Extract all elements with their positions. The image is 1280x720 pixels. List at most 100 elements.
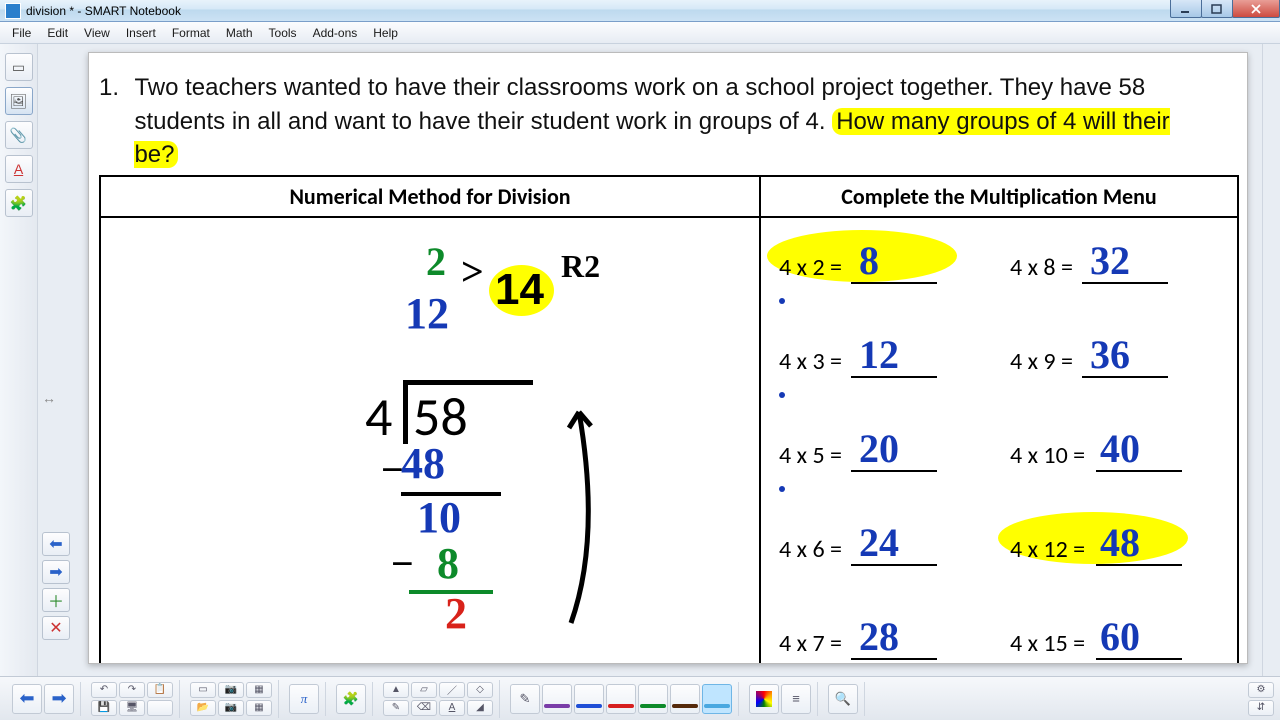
canvas-wrap: 1. Two teachers wanted to have their cla… (38, 44, 1280, 676)
pen-tool[interactable]: ✎ (383, 700, 409, 716)
select-tool[interactable]: ▲ (383, 682, 409, 698)
menu-help[interactable]: Help (365, 24, 406, 42)
subtract-48: 48 (401, 438, 445, 489)
mult-answer: 32 (1090, 237, 1130, 284)
line-tool[interactable]: ／ (439, 682, 465, 698)
paste-button[interactable]: 📋 (147, 682, 173, 698)
divisor: 4 (365, 384, 392, 450)
mult-label: 4 x 12 = (1010, 535, 1085, 564)
menu-addons[interactable]: Add-ons (305, 24, 366, 42)
search-button[interactable]: 🔍 (828, 684, 858, 714)
pen-color-swatch[interactable] (574, 684, 604, 714)
mult-label: 4 x 7 = (779, 629, 842, 658)
remainder-label: R2 (561, 248, 600, 285)
cell-mult-menu: 4 x 2 =84 x 8 =324 x 3 =124 x 9 =364 x 5… (760, 217, 1238, 664)
problem-body: Two teachers wanted to have their classr… (134, 71, 1184, 172)
redo-button[interactable]: ↷ (119, 682, 145, 698)
window-controls (1171, 0, 1280, 21)
subtract-8: 8 (437, 538, 459, 589)
long-division: 2 > 14 R2 12 4 58 − 48 10 − (261, 238, 611, 658)
pen-color-swatch[interactable] (702, 684, 732, 714)
quotient-12: 12 (405, 288, 449, 339)
page-canvas[interactable]: 1. Two teachers wanted to have their cla… (88, 52, 1248, 664)
close-button[interactable] (1232, 0, 1280, 18)
mult-row: 4 x 2 =8 (773, 232, 994, 290)
mult-label: 4 x 3 = (779, 347, 842, 376)
table-button[interactable]: ▦ (246, 700, 272, 716)
next-page-button[interactable]: ➡ (44, 684, 74, 714)
pen-color-swatch[interactable] (670, 684, 700, 714)
mult-answer: 20 (859, 425, 899, 472)
addons-button[interactable]: 🧩 (336, 684, 366, 714)
result-10: 10 (417, 492, 461, 543)
mult-answer: 24 (859, 519, 899, 566)
menu-view[interactable]: View (76, 24, 118, 42)
menu-format[interactable]: Format (164, 24, 218, 42)
quotient-digit-2: 2 (426, 238, 446, 285)
line-style-button[interactable]: ≡ (781, 684, 811, 714)
save-button[interactable]: 💾 (91, 700, 117, 716)
pen-white[interactable]: ✎ (510, 684, 540, 714)
mult-label: 4 x 9 = (1010, 347, 1073, 376)
menu-math[interactable]: Math (218, 24, 261, 42)
cell-numerical: 2 > 14 R2 12 4 58 − 48 10 − (100, 217, 760, 664)
blank-button[interactable] (147, 700, 173, 716)
menu-edit[interactable]: Edit (39, 24, 76, 42)
header-right: Complete the Multiplication Menu (760, 176, 1238, 217)
screen-shade-button[interactable]: ▦ (246, 682, 272, 698)
ink-dot-icon (779, 392, 785, 398)
minimize-button[interactable] (1170, 0, 1202, 18)
color-picker-button[interactable] (749, 684, 779, 714)
gallery-icon[interactable]: 🖼 (5, 87, 33, 115)
prev-page-button[interactable]: ⬅ (12, 684, 42, 714)
mult-row: 4 x 7 =28 (773, 608, 994, 664)
mult-row: 4 x 8 = 32 (1004, 232, 1225, 290)
settings-button[interactable]: ⚙ (1248, 682, 1274, 698)
page-sorter-icon[interactable]: ▭ (5, 53, 33, 81)
doc-camera-button[interactable]: 📷 (218, 700, 244, 716)
menu-tools[interactable]: Tools (261, 24, 305, 42)
pen-color-swatch[interactable] (542, 684, 572, 714)
mult-answer: 40 (1100, 425, 1140, 472)
mult-label: 4 x 8 = (1010, 253, 1073, 282)
undo-button[interactable]: ↶ (91, 682, 117, 698)
ink-dot-icon (779, 486, 785, 492)
addons-icon[interactable]: 🧩 (5, 189, 33, 217)
mult-row: 4 x 12 =48 (1004, 514, 1225, 572)
fill-tool[interactable]: ◢ (467, 700, 493, 716)
pen-color-swatch[interactable] (638, 684, 668, 714)
screen-share-button[interactable]: 🖥 (119, 700, 145, 716)
shape-rec-tool[interactable]: ▱ (411, 682, 437, 698)
shapes-tool[interactable]: ◇ (467, 682, 493, 698)
open-button[interactable]: 📂 (190, 700, 216, 716)
mult-row: 4 x 9 = 36 (1004, 326, 1225, 384)
attachments-icon[interactable]: 📎 (5, 121, 33, 149)
new-page-button[interactable]: ▭ (190, 682, 216, 698)
move-toolbar-button[interactable]: ⇵ (1248, 700, 1274, 716)
header-left: Numerical Method for Division (100, 176, 760, 217)
text-format-icon[interactable]: A (5, 155, 33, 183)
text-tool[interactable]: A (439, 700, 465, 716)
scrollbar-right[interactable] (1262, 44, 1280, 676)
mult-label: 4 x 5 = (779, 441, 842, 470)
capture-button[interactable]: 📷 (218, 682, 244, 698)
menu-file[interactable]: File (4, 24, 39, 42)
eraser-tool[interactable]: ⌫ (411, 700, 437, 716)
problem-text: 1. Two teachers wanted to have their cla… (99, 71, 1229, 172)
mult-row: 4 x 15 =60 (1004, 608, 1225, 664)
mult-label: 4 x 2 = (779, 253, 842, 282)
mult-answer: 36 (1090, 331, 1130, 378)
menu-insert[interactable]: Insert (118, 24, 164, 42)
mult-grid: 4 x 2 =84 x 8 =324 x 3 =124 x 9 =364 x 5… (773, 232, 1225, 664)
problem-number: 1. (99, 71, 129, 105)
compare-symbol: > (461, 248, 484, 295)
maximize-button[interactable] (1201, 0, 1233, 18)
bottom-toolbar: ⬅ ➡ ↶ 💾 ↷ 🖥 📋 ▭ 📂 📷 📷 ▦ ▦ π 🧩 ▲ ✎ ▱ ⌫ ／ A ◇ ◢ ✎ (0, 676, 1280, 720)
pen-color-swatch[interactable] (606, 684, 636, 714)
menu-bar: File Edit View Insert Format Math Tools … (0, 22, 1280, 44)
minus-icon: − (391, 540, 414, 587)
math-tools-button[interactable]: π (289, 684, 319, 714)
mult-label: 4 x 6 = (779, 535, 842, 564)
workspace: ▭ 🖼 📎 A 🧩 ↔ ⬅ ➡ ＋ ✕ 1. Two teachers want… (0, 44, 1280, 676)
left-toolbar: ▭ 🖼 📎 A 🧩 (0, 44, 38, 676)
